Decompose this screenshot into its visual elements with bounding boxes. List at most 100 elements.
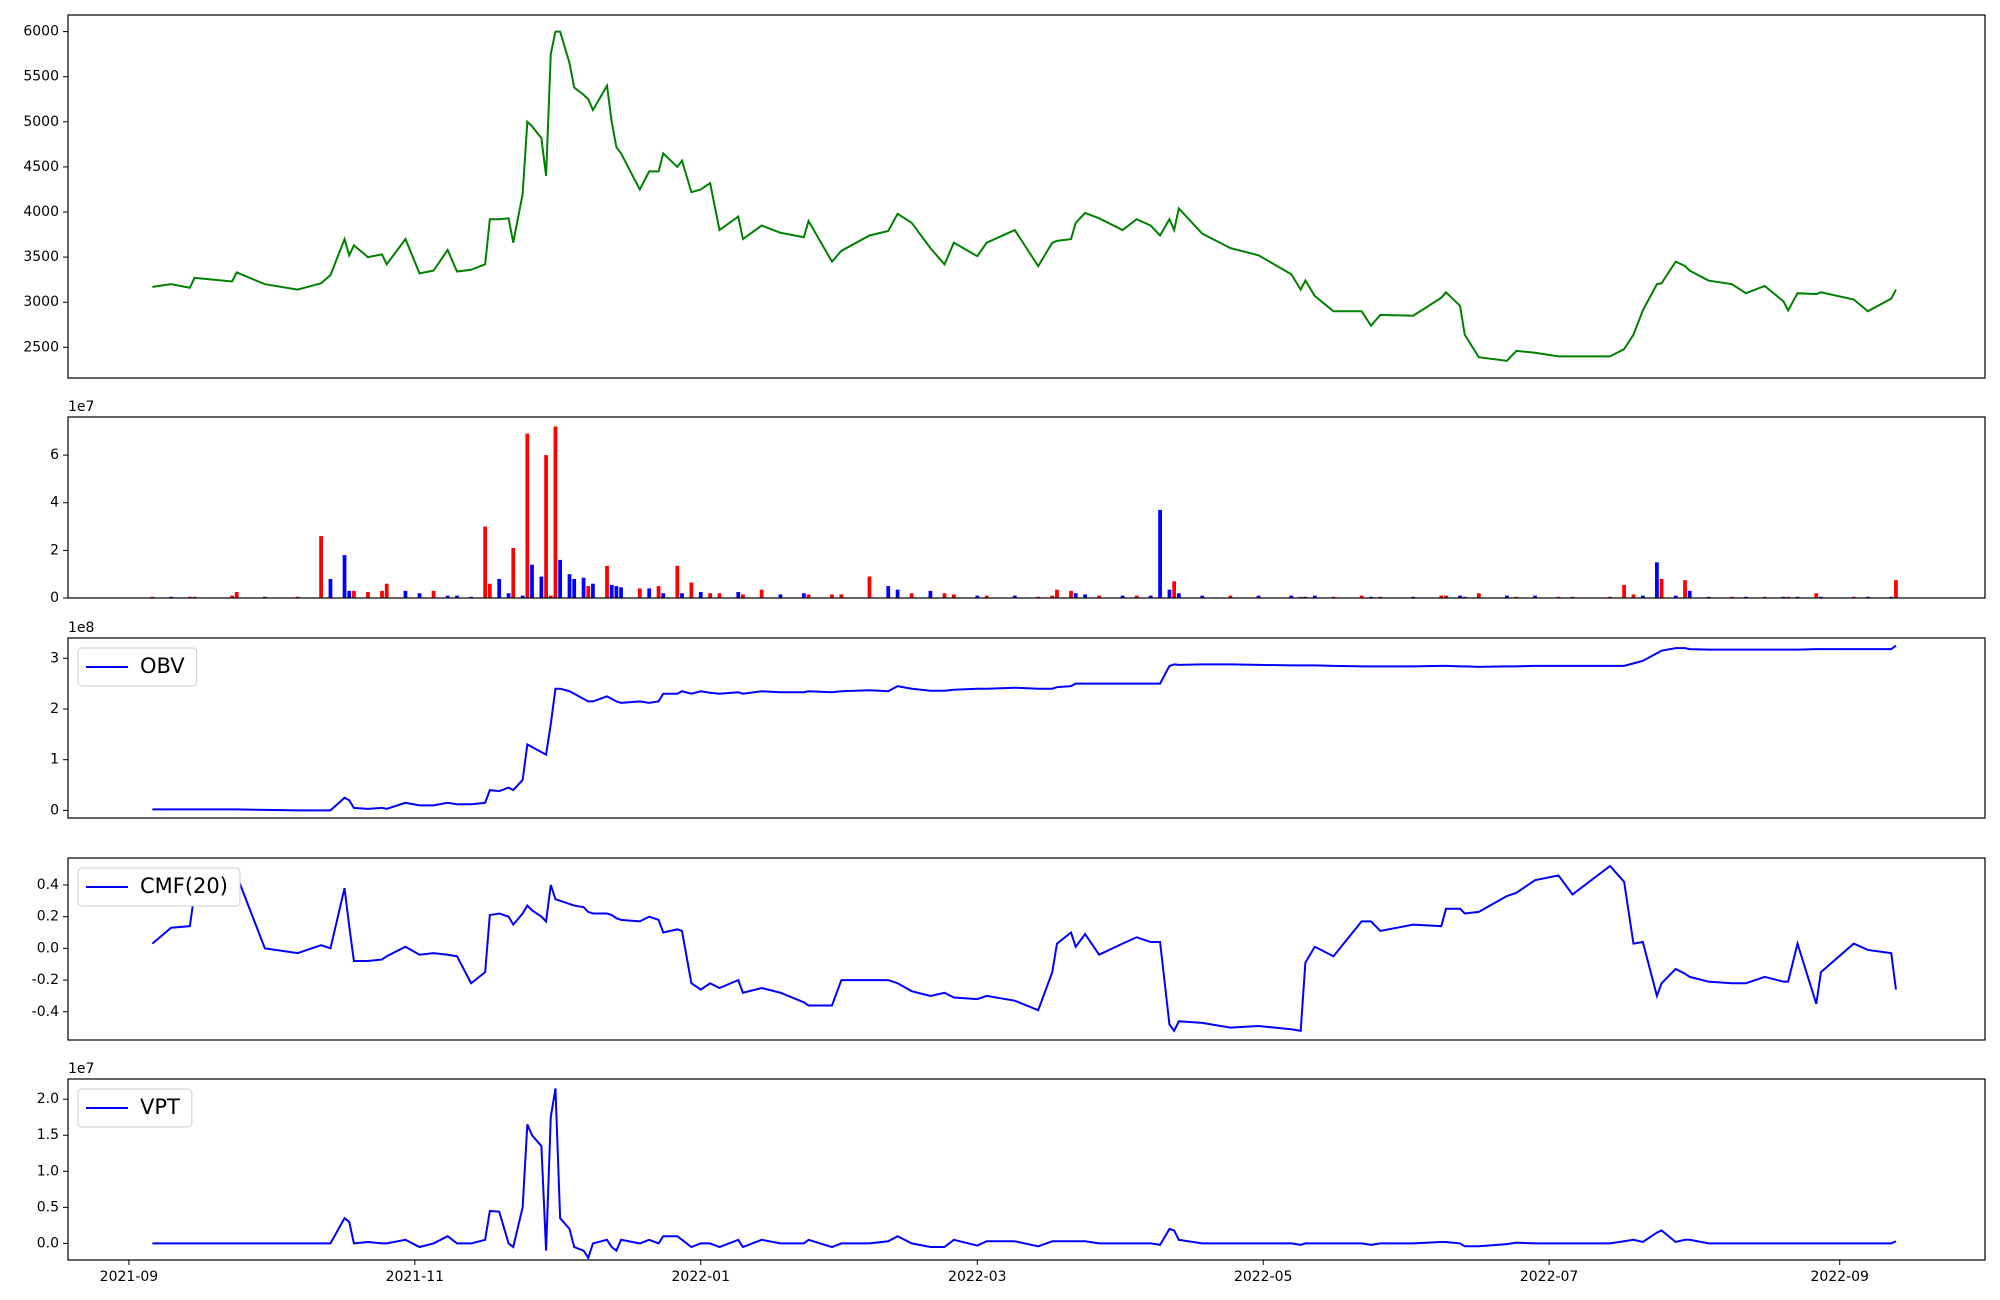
volume-bar bbox=[1640, 595, 1645, 598]
legend: CMF(20) bbox=[77, 867, 241, 907]
volume-bar bbox=[708, 593, 712, 598]
volume-bar bbox=[567, 574, 572, 598]
volume-bar bbox=[1289, 595, 1294, 598]
x-tick-label: 2022-01 bbox=[672, 1269, 731, 1285]
plot-area bbox=[68, 1079, 1985, 1260]
volume-bar bbox=[445, 595, 450, 598]
series-line bbox=[152, 644, 1897, 812]
y-tick-label: 5000 bbox=[23, 114, 59, 130]
volume-bar bbox=[689, 582, 694, 598]
axes-frame bbox=[67, 637, 1986, 819]
volume-bar bbox=[586, 586, 591, 598]
y-tick-label: 2 bbox=[50, 542, 59, 558]
volume-bar bbox=[867, 576, 872, 598]
volume-bar bbox=[1097, 595, 1102, 598]
volume-bar bbox=[1533, 595, 1537, 598]
volume-bar bbox=[675, 565, 680, 598]
volume-bar bbox=[572, 578, 577, 598]
volume-bar bbox=[1050, 595, 1055, 598]
volume-bar bbox=[1148, 595, 1153, 598]
volume-bar bbox=[886, 586, 891, 598]
volume-bar bbox=[1158, 509, 1162, 598]
plot-area bbox=[68, 638, 1985, 818]
plot-area bbox=[68, 15, 1985, 378]
volume-bar bbox=[548, 595, 553, 598]
volume-bar bbox=[942, 593, 947, 598]
y-tick-label: 1.0 bbox=[37, 1163, 59, 1179]
y-tick-label: 1 bbox=[50, 752, 59, 768]
volume-bar bbox=[661, 593, 666, 598]
y-tick-label: 2 bbox=[50, 701, 59, 717]
legend-box bbox=[77, 647, 198, 687]
volume-bar bbox=[614, 586, 619, 598]
volume-bar bbox=[741, 594, 745, 598]
legend-label: OBV bbox=[140, 654, 185, 678]
legend-box bbox=[77, 1088, 193, 1128]
volume-bar bbox=[647, 588, 652, 598]
y-tick-label: 0 bbox=[50, 802, 59, 818]
volume-bar bbox=[928, 590, 933, 598]
volume-bar bbox=[1814, 593, 1819, 598]
series-line bbox=[152, 30, 1897, 362]
volume-bar bbox=[403, 590, 408, 598]
axes-frame bbox=[67, 14, 1986, 379]
y-tick-label: 4000 bbox=[23, 204, 59, 220]
volume-bar bbox=[1683, 580, 1687, 598]
volume-bar bbox=[680, 593, 684, 598]
x-tick-label: 2021-11 bbox=[386, 1269, 445, 1285]
volume-bar bbox=[511, 547, 516, 598]
axes-frame bbox=[67, 416, 1986, 599]
volume-bar bbox=[1073, 593, 1078, 598]
volume-bar bbox=[1359, 595, 1364, 598]
volume-bar bbox=[558, 559, 563, 598]
y-tick-label: 3000 bbox=[23, 294, 59, 310]
volume-bar bbox=[1894, 580, 1898, 598]
volume-bar bbox=[520, 595, 525, 598]
y-tick-label: 0.4 bbox=[37, 877, 59, 893]
volume-bar bbox=[1458, 595, 1462, 598]
volume-bar bbox=[497, 578, 502, 598]
volume-bar bbox=[1167, 589, 1172, 598]
volume-bar bbox=[342, 555, 347, 598]
y-tick-label: 1.5 bbox=[37, 1127, 59, 1143]
volume-bar bbox=[1012, 595, 1017, 598]
volume-bar bbox=[1655, 562, 1659, 598]
volume-bar bbox=[581, 577, 586, 598]
volume-bar bbox=[455, 595, 459, 598]
y-tick-label: 4500 bbox=[23, 159, 59, 175]
volume-bar bbox=[1631, 594, 1636, 598]
offset-label: 1e7 bbox=[68, 1061, 94, 1077]
volume-bar bbox=[487, 583, 492, 598]
y-tick-label: 6000 bbox=[23, 24, 59, 40]
x-tick-label: 2022-05 bbox=[1234, 1269, 1293, 1285]
volume-bar bbox=[539, 576, 544, 598]
volume-bar bbox=[1312, 595, 1317, 598]
volume-bar bbox=[417, 593, 422, 598]
volume-bar bbox=[1673, 595, 1678, 598]
volume-bar bbox=[506, 593, 511, 598]
y-tick-label: 0.5 bbox=[37, 1199, 59, 1215]
volume-bar bbox=[1256, 595, 1261, 598]
volume-bar bbox=[609, 584, 614, 598]
volume-bar bbox=[553, 426, 558, 598]
volume-bar bbox=[759, 589, 764, 598]
volume-bar bbox=[895, 589, 900, 598]
volume-bar bbox=[431, 590, 436, 598]
volume-bar bbox=[319, 536, 323, 598]
offset-label: 1e8 bbox=[68, 620, 94, 636]
volume-bar bbox=[656, 586, 661, 598]
volume-bar bbox=[234, 592, 239, 598]
axes-frame bbox=[67, 857, 1986, 1041]
volume-bar bbox=[1444, 595, 1448, 598]
volume-bar bbox=[717, 593, 722, 598]
offset-label: 1e7 bbox=[68, 399, 94, 415]
y-tick-label: 2.0 bbox=[37, 1091, 59, 1107]
y-tick-label: 3500 bbox=[23, 249, 59, 265]
volume-bar bbox=[1120, 595, 1125, 598]
volume-bar bbox=[975, 595, 980, 598]
y-tick-label: 0.0 bbox=[37, 940, 59, 956]
axes-frame bbox=[67, 1078, 1986, 1261]
volume-bar bbox=[909, 593, 914, 598]
volume-bar bbox=[366, 592, 370, 598]
